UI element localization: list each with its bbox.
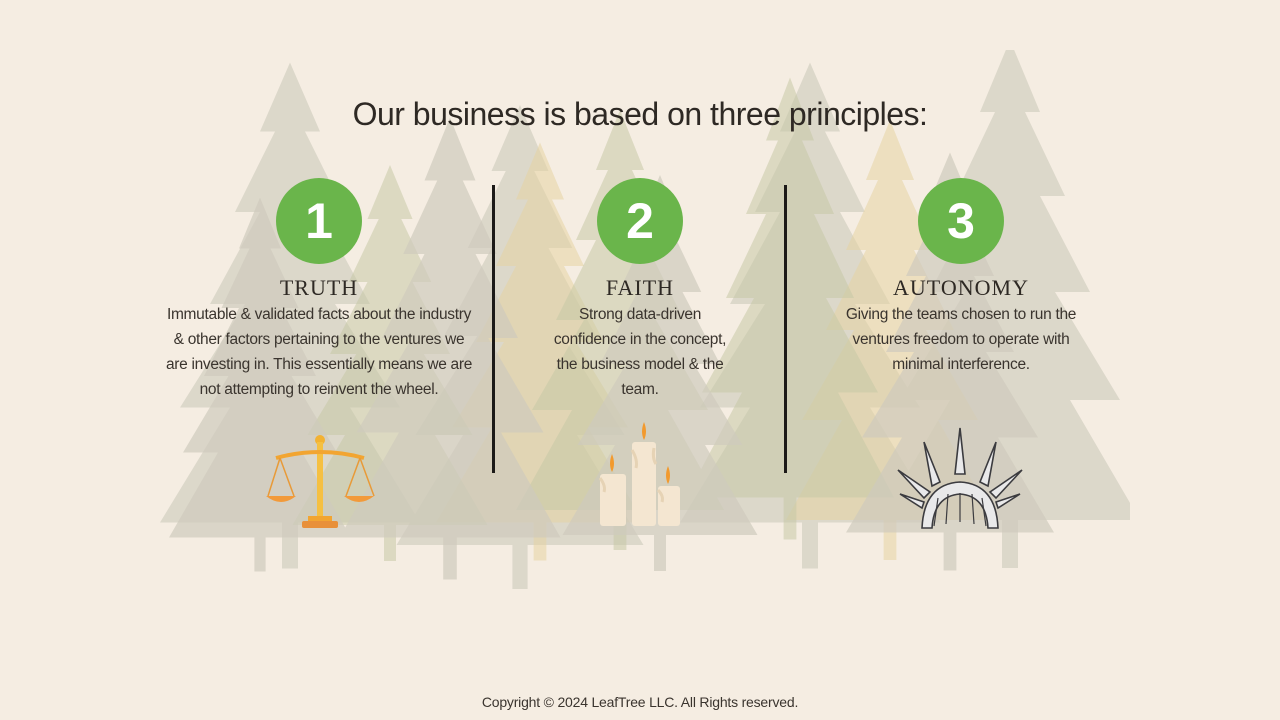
principle-description: Immutable & validated facts about the in…: [165, 306, 473, 398]
number-badge: 3: [918, 178, 1004, 264]
column-divider: [784, 185, 787, 473]
column-divider: [492, 185, 495, 473]
number-badge: 1: [276, 178, 362, 264]
principle-faith: 2 FAITH Strong data-driven confidence in…: [550, 178, 730, 402]
principle-truth: 1 TRUTH Immutable & validated facts abou…: [159, 178, 479, 402]
copyright-footer: Copyright © 2024 LeafTree LLC. All Right…: [481, 694, 799, 710]
number-badge: 2: [597, 178, 683, 264]
principle-title: TRUTH: [279, 275, 359, 300]
principle-description: Strong data-driven confidence in the con…: [553, 306, 727, 398]
liberty-crown-icon: [897, 427, 1023, 529]
candles-icon: [598, 422, 680, 526]
principle-autonomy: 3 AUTONOMY Giving the teams chosen to ru…: [836, 178, 1086, 377]
principle-title: FAITH: [605, 275, 675, 300]
principle-title: AUTONOMY: [893, 275, 1029, 300]
page-title: Our business is based on three principle…: [352, 96, 928, 132]
principle-description: Giving the teams chosen to run the ventu…: [845, 306, 1077, 373]
scales-of-justice-icon: [266, 435, 375, 528]
